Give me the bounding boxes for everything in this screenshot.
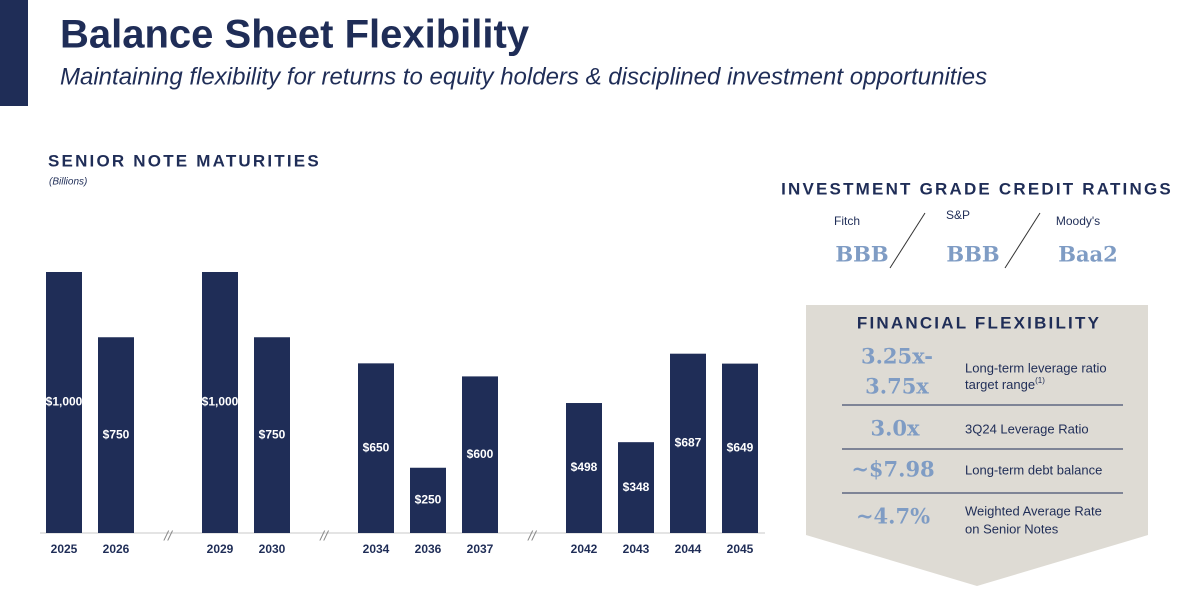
bar [46,272,82,533]
flexibility-panel [806,305,1148,586]
rating: BBB [835,242,888,267]
agency: S&P [946,208,970,222]
value-label: $750 [103,427,130,441]
x-tick-label: 2045 [727,542,754,556]
bar [98,337,134,533]
value-label: $649 [727,440,754,454]
x-tick-label: 2044 [675,542,702,556]
divider [1004,212,1041,269]
value-label: $687 [675,436,702,450]
value-label: $498 [571,460,598,474]
axis-break: // [163,528,174,544]
bar [462,376,498,533]
bar [670,353,706,533]
value-label: $348 [623,480,650,494]
metric-value: ~4.7% [856,504,930,529]
divider [889,212,926,269]
axis-break: // [527,528,538,544]
metric-desc: Long-term leverage ratio [965,360,1107,375]
agency: Moody's [1056,214,1100,228]
accent-bar [0,0,28,106]
chart-title: SENIOR NOTE MATURITIES [48,151,321,170]
rating: Baa2 [1058,242,1118,267]
value-label: $1,000 [46,395,83,409]
x-tick-label: 2026 [103,542,130,556]
bar [722,363,758,533]
ratings-title: INVESTMENT GRADE CREDIT RATINGS [781,179,1173,198]
x-tick-label: 2029 [207,542,234,556]
title: Balance Sheet Flexibility [60,13,530,57]
bar [202,272,238,533]
bar [618,442,654,533]
value-label: $650 [363,440,390,454]
x-tick-label: 2042 [571,542,598,556]
metric-desc: target range(1) [965,376,1045,392]
x-tick-label: 2030 [259,542,286,556]
rating: BBB [946,242,999,267]
metric-desc: on Senior Notes [965,521,1059,536]
value-label: $750 [259,427,286,441]
metric-desc: Weighted Average Rate [965,503,1102,518]
value-label: $600 [467,447,494,461]
bar [566,403,602,533]
x-tick-label: 2025 [51,542,78,556]
bar [254,337,290,533]
value-label: $1,000 [202,395,239,409]
chart-subtitle: (Billions) [49,177,87,188]
flexibility-title: FINANCIAL FLEXIBILITY [857,313,1101,332]
agency: Fitch [834,214,860,228]
x-tick-label: 2037 [467,542,494,556]
x-tick-label: 2034 [363,542,390,556]
subtitle: Maintaining flexibility for returns to e… [60,63,987,90]
metric-value: ~$7.98 [851,457,934,482]
bar [358,363,394,533]
value-label: $250 [415,493,442,507]
metric-desc: Long-term debt balance [965,462,1102,477]
x-tick-label: 2043 [623,542,650,556]
metric-value: 3.25x- [861,344,933,369]
axis-break: // [319,528,330,544]
bar [410,467,446,533]
metric-desc: 3Q24 Leverage Ratio [965,421,1089,436]
metric-value: 3.75x [865,374,929,399]
footnote: (1) [1035,376,1045,385]
metric-value: 3.0x [870,416,920,441]
desc-line: target range [965,377,1035,392]
x-tick-label: 2036 [415,542,442,556]
